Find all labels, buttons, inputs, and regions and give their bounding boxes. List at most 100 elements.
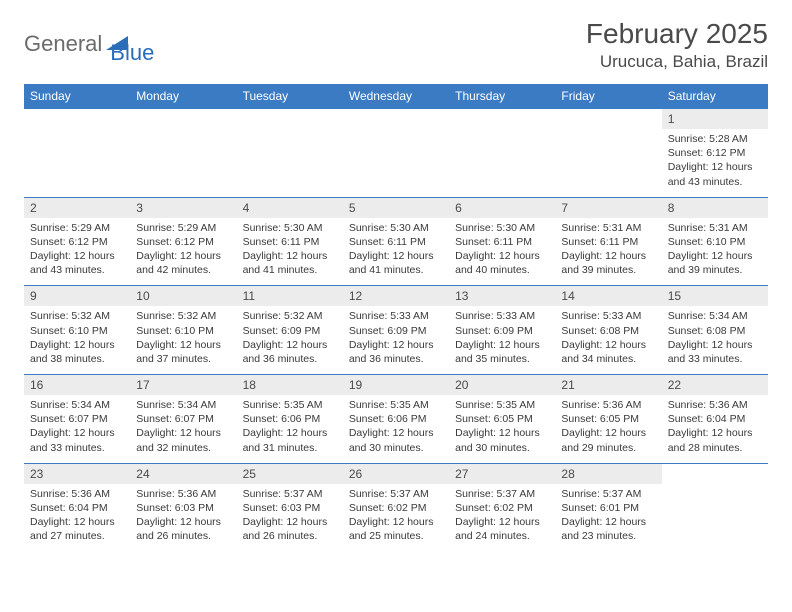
- daylight-text: Daylight: 12 hours and 41 minutes.: [243, 249, 337, 277]
- day-details: Sunrise: 5:31 AMSunset: 6:10 PMDaylight:…: [662, 218, 768, 286]
- day-details: Sunrise: 5:33 AMSunset: 6:09 PMDaylight:…: [449, 306, 555, 374]
- daylight-text: Daylight: 12 hours and 32 minutes.: [136, 426, 230, 454]
- day-details: Sunrise: 5:28 AMSunset: 6:12 PMDaylight:…: [662, 129, 768, 197]
- day-cell: 5Sunrise: 5:30 AMSunset: 6:11 PMDaylight…: [343, 197, 449, 286]
- day-number: 27: [449, 464, 555, 484]
- week-row: 2Sunrise: 5:29 AMSunset: 6:12 PMDaylight…: [24, 197, 768, 286]
- week-row: 16Sunrise: 5:34 AMSunset: 6:07 PMDayligh…: [24, 375, 768, 464]
- daylight-text: Daylight: 12 hours and 33 minutes.: [668, 338, 762, 366]
- day-details: Sunrise: 5:29 AMSunset: 6:12 PMDaylight:…: [24, 218, 130, 286]
- calendar-body: 1Sunrise: 5:28 AMSunset: 6:12 PMDaylight…: [24, 109, 768, 552]
- daylight-text: Daylight: 12 hours and 30 minutes.: [455, 426, 549, 454]
- sunset-text: Sunset: 6:11 PM: [561, 235, 655, 249]
- day-cell: 24Sunrise: 5:36 AMSunset: 6:03 PMDayligh…: [130, 463, 236, 551]
- day-details: Sunrise: 5:36 AMSunset: 6:04 PMDaylight:…: [662, 395, 768, 463]
- sunrise-text: Sunrise: 5:32 AM: [243, 309, 337, 323]
- day-cell: 1Sunrise: 5:28 AMSunset: 6:12 PMDaylight…: [662, 109, 768, 198]
- sunrise-text: Sunrise: 5:31 AM: [668, 221, 762, 235]
- day-details: Sunrise: 5:30 AMSunset: 6:11 PMDaylight:…: [343, 218, 449, 286]
- sunset-text: Sunset: 6:08 PM: [561, 324, 655, 338]
- day-number: 21: [555, 375, 661, 395]
- sunrise-text: Sunrise: 5:29 AM: [136, 221, 230, 235]
- sunrise-text: Sunrise: 5:30 AM: [349, 221, 443, 235]
- day-number: 26: [343, 464, 449, 484]
- month-title: February 2025: [586, 18, 768, 50]
- day-details: Sunrise: 5:34 AMSunset: 6:08 PMDaylight:…: [662, 306, 768, 374]
- day-cell: 26Sunrise: 5:37 AMSunset: 6:02 PMDayligh…: [343, 463, 449, 551]
- day-details: Sunrise: 5:35 AMSunset: 6:06 PMDaylight:…: [237, 395, 343, 463]
- sunset-text: Sunset: 6:03 PM: [136, 501, 230, 515]
- title-block: February 2025 Urucuca, Bahia, Brazil: [586, 18, 768, 72]
- day-cell: 28Sunrise: 5:37 AMSunset: 6:01 PMDayligh…: [555, 463, 661, 551]
- day-cell: 22Sunrise: 5:36 AMSunset: 6:04 PMDayligh…: [662, 375, 768, 464]
- daylight-text: Daylight: 12 hours and 33 minutes.: [30, 426, 124, 454]
- daylight-text: Daylight: 12 hours and 35 minutes.: [455, 338, 549, 366]
- sunset-text: Sunset: 6:05 PM: [561, 412, 655, 426]
- day-cell: 23Sunrise: 5:36 AMSunset: 6:04 PMDayligh…: [24, 463, 130, 551]
- sunset-text: Sunset: 6:11 PM: [243, 235, 337, 249]
- day-number: [449, 109, 555, 129]
- day-details: Sunrise: 5:37 AMSunset: 6:01 PMDaylight:…: [555, 484, 661, 552]
- week-row: 1Sunrise: 5:28 AMSunset: 6:12 PMDaylight…: [24, 109, 768, 198]
- sunrise-text: Sunrise: 5:31 AM: [561, 221, 655, 235]
- day-cell: 6Sunrise: 5:30 AMSunset: 6:11 PMDaylight…: [449, 197, 555, 286]
- sunrise-text: Sunrise: 5:33 AM: [561, 309, 655, 323]
- day-number: 16: [24, 375, 130, 395]
- daylight-text: Daylight: 12 hours and 36 minutes.: [349, 338, 443, 366]
- sunrise-text: Sunrise: 5:36 AM: [668, 398, 762, 412]
- day-details: Sunrise: 5:37 AMSunset: 6:02 PMDaylight:…: [449, 484, 555, 552]
- sunrise-text: Sunrise: 5:37 AM: [243, 487, 337, 501]
- sunrise-text: Sunrise: 5:33 AM: [349, 309, 443, 323]
- daylight-text: Daylight: 12 hours and 30 minutes.: [349, 426, 443, 454]
- sunrise-text: Sunrise: 5:34 AM: [136, 398, 230, 412]
- sunset-text: Sunset: 6:02 PM: [455, 501, 549, 515]
- sunrise-text: Sunrise: 5:32 AM: [136, 309, 230, 323]
- day-number: 1: [662, 109, 768, 129]
- day-number: 14: [555, 286, 661, 306]
- daylight-text: Daylight: 12 hours and 42 minutes.: [136, 249, 230, 277]
- daylight-text: Daylight: 12 hours and 25 minutes.: [349, 515, 443, 543]
- sunrise-text: Sunrise: 5:36 AM: [136, 487, 230, 501]
- sunset-text: Sunset: 6:11 PM: [349, 235, 443, 249]
- daylight-text: Daylight: 12 hours and 24 minutes.: [455, 515, 549, 543]
- brand-text-general: General: [24, 31, 102, 57]
- brand-text-blue: Blue: [110, 40, 154, 66]
- sunrise-text: Sunrise: 5:34 AM: [668, 309, 762, 323]
- sunset-text: Sunset: 6:05 PM: [455, 412, 549, 426]
- day-details: Sunrise: 5:30 AMSunset: 6:11 PMDaylight:…: [449, 218, 555, 286]
- day-number: 8: [662, 198, 768, 218]
- day-number: [555, 109, 661, 129]
- daylight-text: Daylight: 12 hours and 26 minutes.: [136, 515, 230, 543]
- sunset-text: Sunset: 6:09 PM: [243, 324, 337, 338]
- sunset-text: Sunset: 6:07 PM: [136, 412, 230, 426]
- day-cell: 17Sunrise: 5:34 AMSunset: 6:07 PMDayligh…: [130, 375, 236, 464]
- day-cell: 9Sunrise: 5:32 AMSunset: 6:10 PMDaylight…: [24, 286, 130, 375]
- daylight-text: Daylight: 12 hours and 37 minutes.: [136, 338, 230, 366]
- day-details: [555, 129, 661, 154]
- location: Urucuca, Bahia, Brazil: [586, 52, 768, 72]
- day-cell: 19Sunrise: 5:35 AMSunset: 6:06 PMDayligh…: [343, 375, 449, 464]
- sunrise-text: Sunrise: 5:36 AM: [30, 487, 124, 501]
- day-number: [130, 109, 236, 129]
- sunrise-text: Sunrise: 5:28 AM: [668, 132, 762, 146]
- sunrise-text: Sunrise: 5:37 AM: [561, 487, 655, 501]
- calendar-table: Sunday Monday Tuesday Wednesday Thursday…: [24, 84, 768, 551]
- daylight-text: Daylight: 12 hours and 40 minutes.: [455, 249, 549, 277]
- day-details: Sunrise: 5:37 AMSunset: 6:02 PMDaylight:…: [343, 484, 449, 552]
- day-number: 11: [237, 286, 343, 306]
- day-cell: 2Sunrise: 5:29 AMSunset: 6:12 PMDaylight…: [24, 197, 130, 286]
- day-number: [237, 109, 343, 129]
- sunset-text: Sunset: 6:06 PM: [243, 412, 337, 426]
- day-cell: 25Sunrise: 5:37 AMSunset: 6:03 PMDayligh…: [237, 463, 343, 551]
- sunrise-text: Sunrise: 5:30 AM: [243, 221, 337, 235]
- day-cell: 3Sunrise: 5:29 AMSunset: 6:12 PMDaylight…: [130, 197, 236, 286]
- sunrise-text: Sunrise: 5:34 AM: [30, 398, 124, 412]
- sunset-text: Sunset: 6:07 PM: [30, 412, 124, 426]
- sunset-text: Sunset: 6:04 PM: [668, 412, 762, 426]
- sunset-text: Sunset: 6:02 PM: [349, 501, 443, 515]
- day-header: Friday: [555, 84, 661, 109]
- day-header: Wednesday: [343, 84, 449, 109]
- day-header: Thursday: [449, 84, 555, 109]
- day-number: [343, 109, 449, 129]
- sunset-text: Sunset: 6:04 PM: [30, 501, 124, 515]
